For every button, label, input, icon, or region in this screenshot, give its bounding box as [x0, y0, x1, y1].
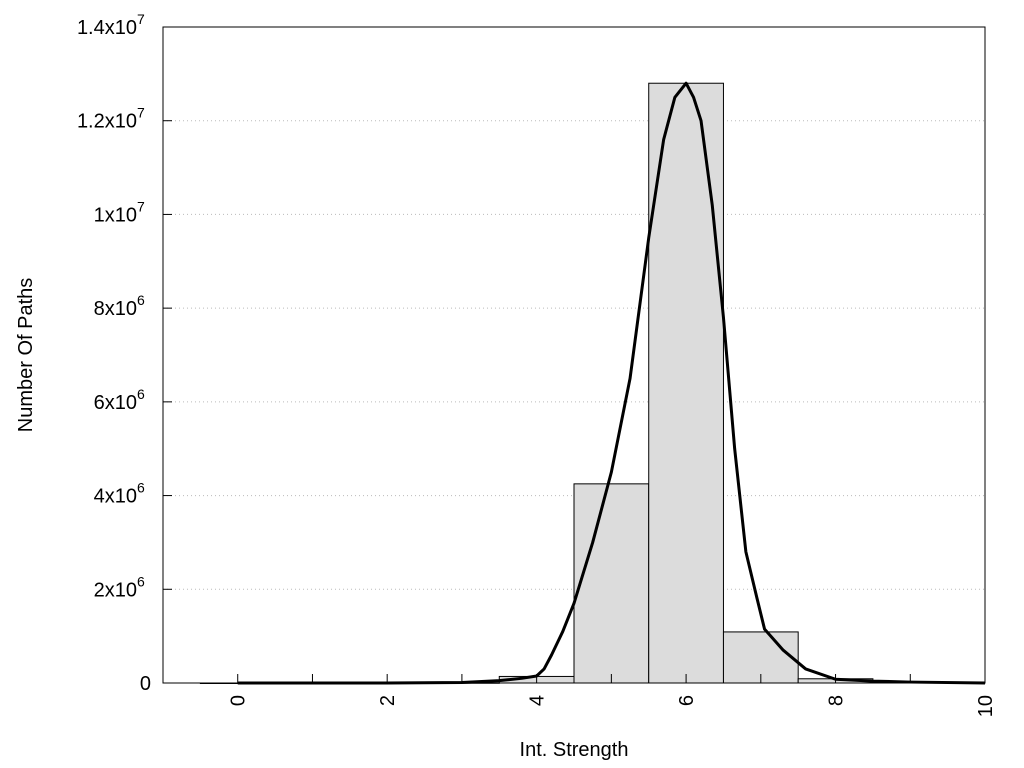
- fit-curve: [237, 81, 986, 685]
- bar-6: [648, 82, 724, 684]
- y-tick-exponent: 7: [137, 11, 145, 27]
- y-tick-label: 0: [140, 673, 151, 695]
- x-tick-label: 2: [377, 695, 399, 706]
- grid-lines: [163, 120, 985, 590]
- x-tick-label: 10: [975, 695, 997, 717]
- bar-5: [573, 483, 650, 684]
- y-tick-label: 4x10: [94, 486, 137, 508]
- x-tick-label: 6: [676, 695, 698, 706]
- y-tick-label: 1.2x10: [77, 111, 137, 133]
- y-tick-label: 1x10: [94, 204, 137, 226]
- y-tick-label: 2x10: [94, 579, 137, 601]
- x-axis-label: Int. Strength: [520, 739, 629, 761]
- fit-curve-group: [237, 81, 986, 685]
- y-tick-label: 6x10: [94, 392, 137, 414]
- y-tick-exponent: 7: [137, 198, 145, 214]
- y-tick-exponent: 6: [137, 573, 145, 589]
- y-tick-exponent: 6: [137, 292, 145, 308]
- y-tick-exponent: 6: [137, 386, 145, 402]
- y-axis-label: Number Of Paths: [15, 278, 37, 433]
- x-tick-label: 0: [228, 695, 250, 706]
- y-tick-exponent: 7: [137, 105, 145, 121]
- y-tick-label: 8x10: [94, 298, 137, 320]
- y-tick-exponent: 6: [137, 480, 145, 496]
- plot-frame: [162, 26, 986, 684]
- x-tick-label: 4: [527, 695, 549, 706]
- x-axis: 0 2 4 6 8 10: [228, 674, 997, 717]
- y-tick-label: 1.4x10: [77, 17, 137, 39]
- bars: [199, 82, 874, 684]
- x-tick-label: 8: [826, 695, 848, 706]
